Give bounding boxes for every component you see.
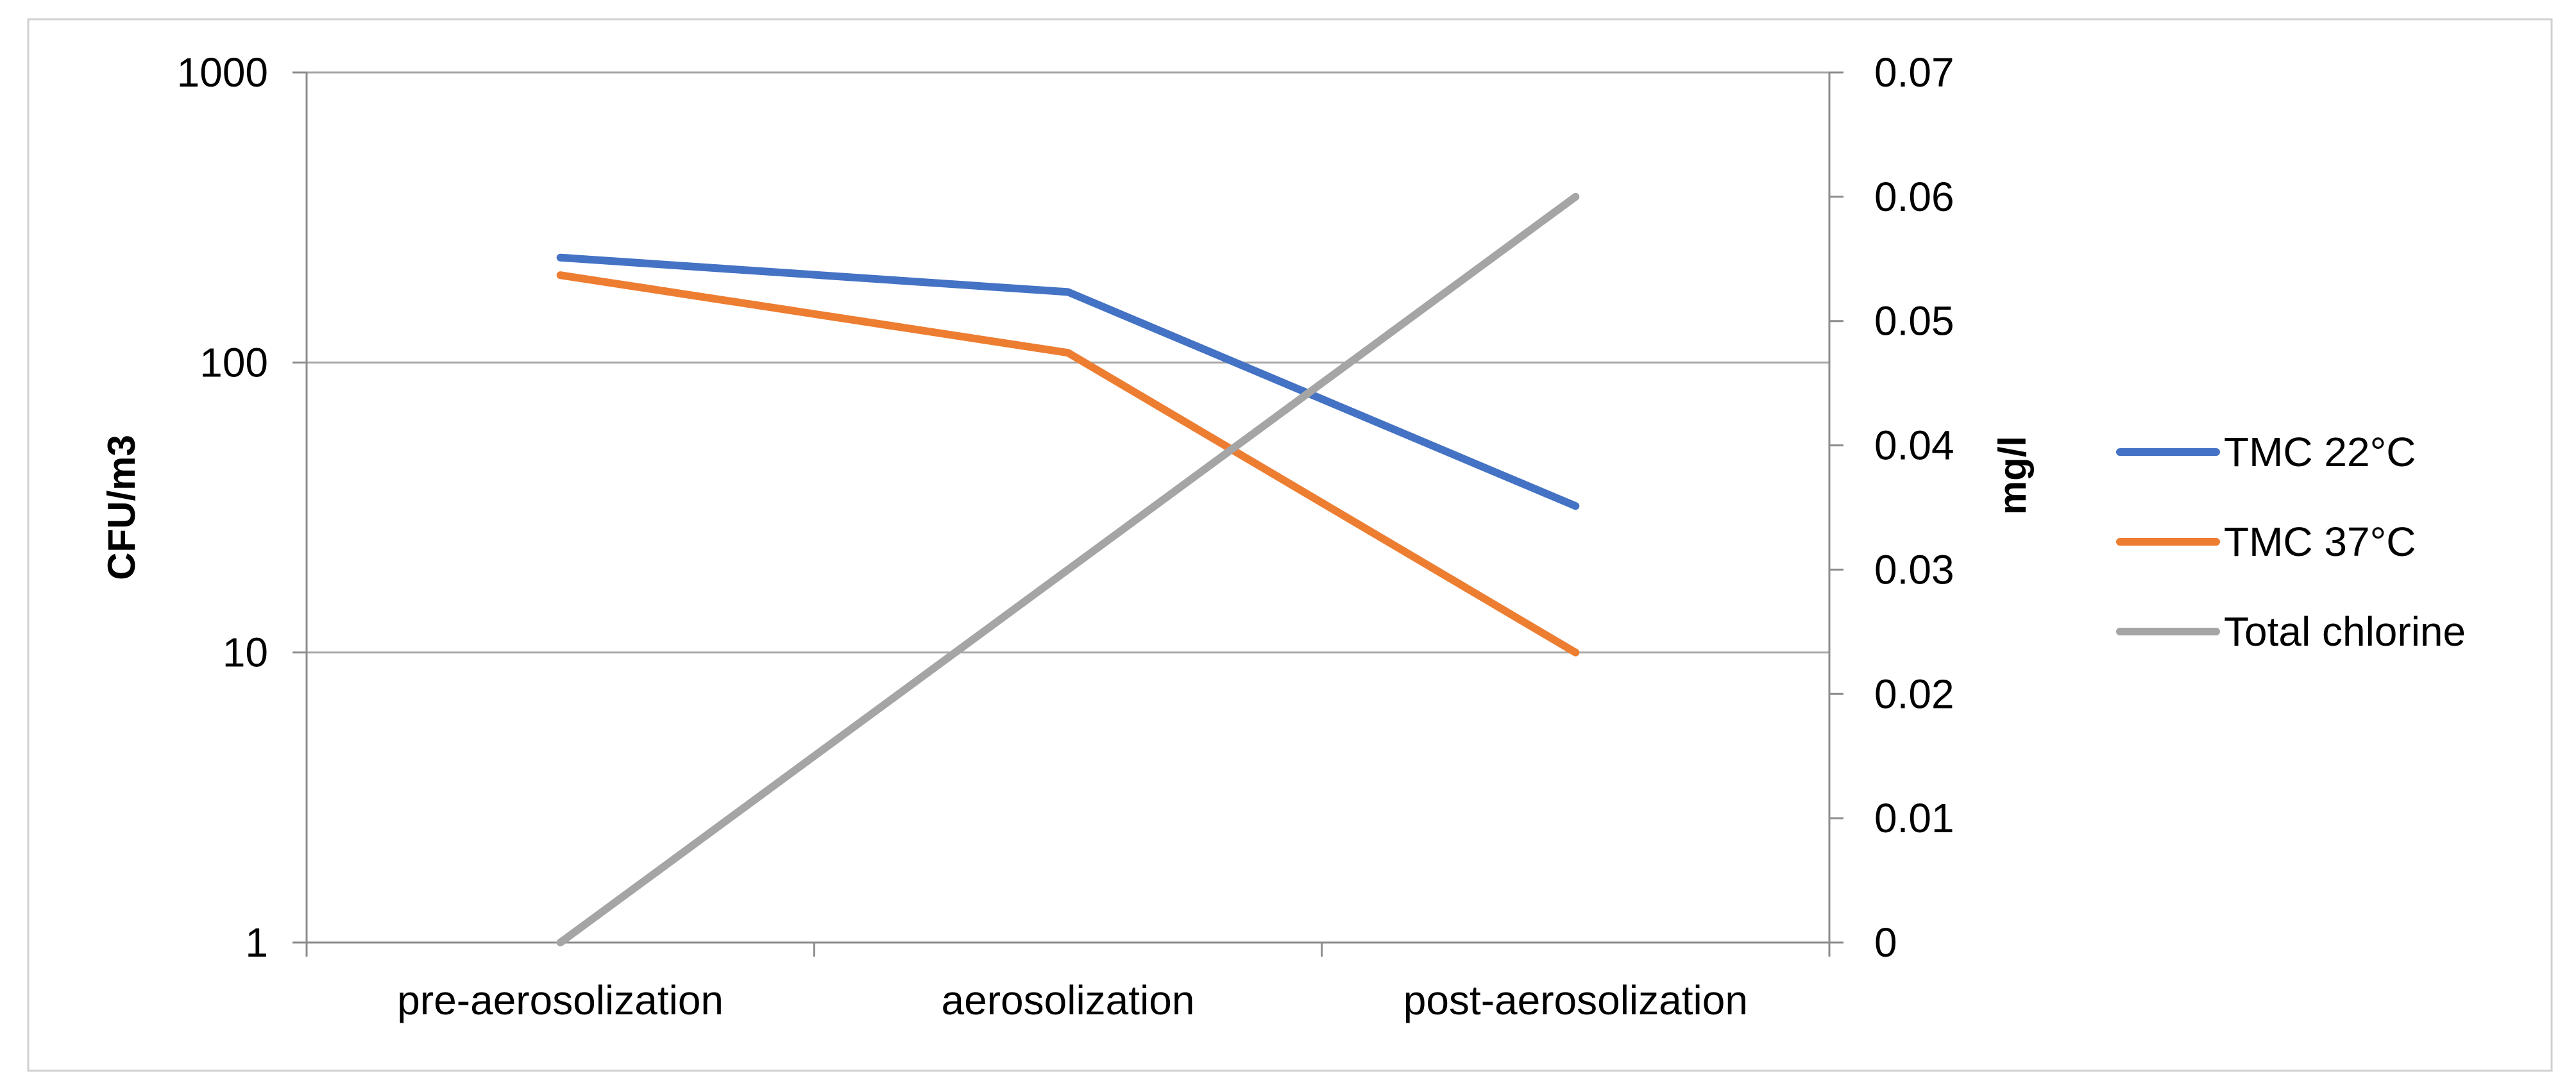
y-right-tick-label: 0.02 (1874, 671, 1954, 717)
series-line-tmc-22-c (556, 253, 1580, 510)
y-left-tick-label: 100 (199, 339, 268, 385)
series-line-tmc-37-c (556, 271, 1580, 657)
x-tick-label: aerosolization (942, 977, 1195, 1023)
y-right-tick-label: 0.03 (1874, 546, 1954, 592)
x-tick-label: pre-aerosolization (397, 977, 724, 1023)
legend-label: TMC 37°C (2224, 519, 2416, 565)
x-tick-label: post-aerosolization (1403, 977, 1748, 1023)
y-left-tick-label: 10 (223, 630, 268, 676)
y-axis-right-title: mg/l (1991, 436, 2034, 515)
tick-labels: 1 10 100 1000 0 0.01 0.02 0.03 0.04 0.05 0.06 0.07 p… (177, 49, 1954, 1023)
y-right-tick-label: 0.05 (1874, 298, 1954, 344)
y-axis-left-title: CFU/m3 (100, 435, 143, 580)
y-left-tick-label: 1 (245, 919, 268, 966)
y-right-tick-label: 0.06 (1874, 174, 1954, 220)
y-right-tick-label: 0.07 (1874, 49, 1954, 96)
legend-label: Total chlorine (2224, 608, 2466, 655)
y-right-tick-label: 0.04 (1874, 423, 1954, 469)
legend-label: TMC 22°C (2224, 429, 2416, 475)
legend: TMC 22°C TMC 37°C Total chlorine (2116, 429, 2466, 655)
series-lines (556, 192, 1580, 946)
y-right-tick-label: 0.01 (1874, 795, 1954, 841)
y-right-tick-label: 0 (1874, 919, 1897, 966)
y-left-tick-label: 1000 (177, 49, 268, 96)
series-line-total-chlorine (556, 192, 1580, 946)
